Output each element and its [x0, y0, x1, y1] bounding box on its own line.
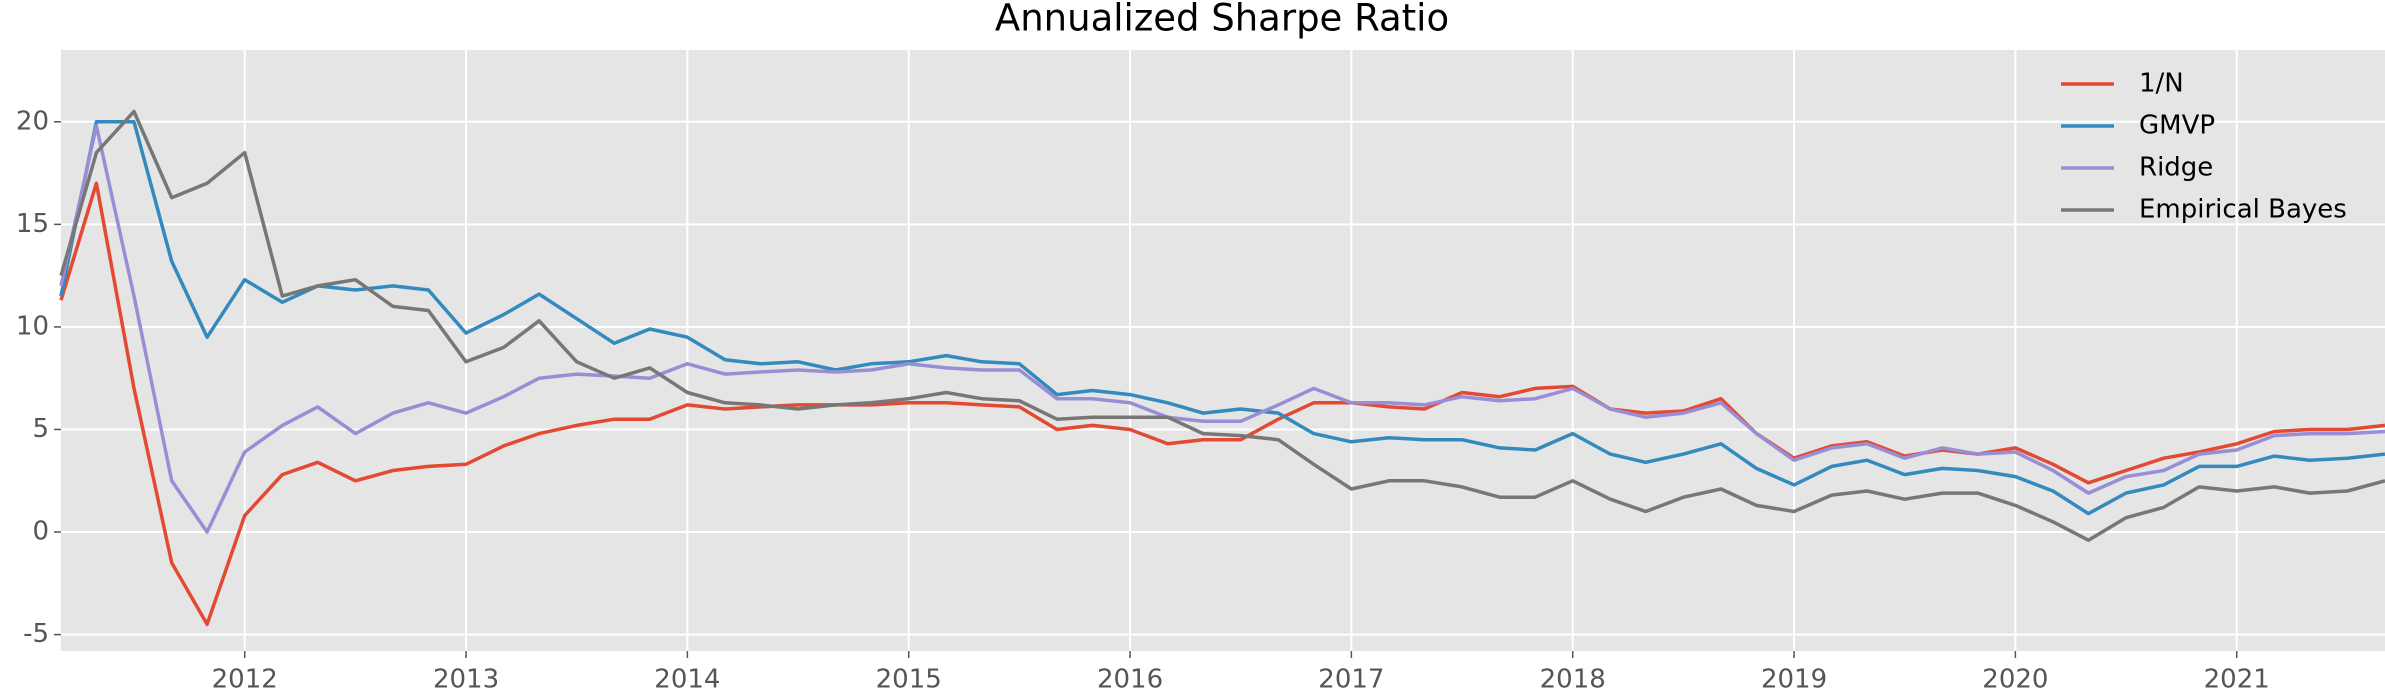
plot-area: [61, 50, 2385, 651]
x-tick-label: 2016: [1097, 665, 1163, 695]
y-tick-label: 15: [16, 209, 49, 239]
legend-label: Ridge: [2139, 153, 2213, 183]
y-tick-label: -5: [23, 619, 49, 649]
x-tick-label: 2014: [654, 665, 720, 695]
legend-label: Empirical Bayes: [2139, 195, 2347, 225]
y-tick-label: 20: [16, 106, 49, 136]
x-tick-label: 2019: [1761, 665, 1827, 695]
x-tick-label: 2018: [1540, 665, 1606, 695]
y-tick-label: 5: [32, 414, 49, 444]
x-tick-label: 2015: [876, 665, 942, 695]
y-tick-label: 0: [32, 517, 49, 547]
x-tick-label: 2021: [2204, 665, 2270, 695]
x-tick-label: 2020: [1982, 665, 2048, 695]
series-line: [59, 109, 2385, 542]
x-tick-label: 2017: [1318, 665, 1384, 695]
series-line: [59, 124, 2385, 534]
chart-title: Annualized Sharpe Ratio: [995, 0, 1449, 40]
series-line: [59, 120, 2385, 516]
series-line: [59, 181, 2385, 627]
x-tick-label: 2012: [212, 665, 278, 695]
y-tick-label: 10: [16, 311, 49, 341]
x-tick-label: 2013: [433, 665, 499, 695]
legend-label: GMVP: [2139, 111, 2215, 141]
legend-label: 1/N: [2139, 69, 2184, 99]
